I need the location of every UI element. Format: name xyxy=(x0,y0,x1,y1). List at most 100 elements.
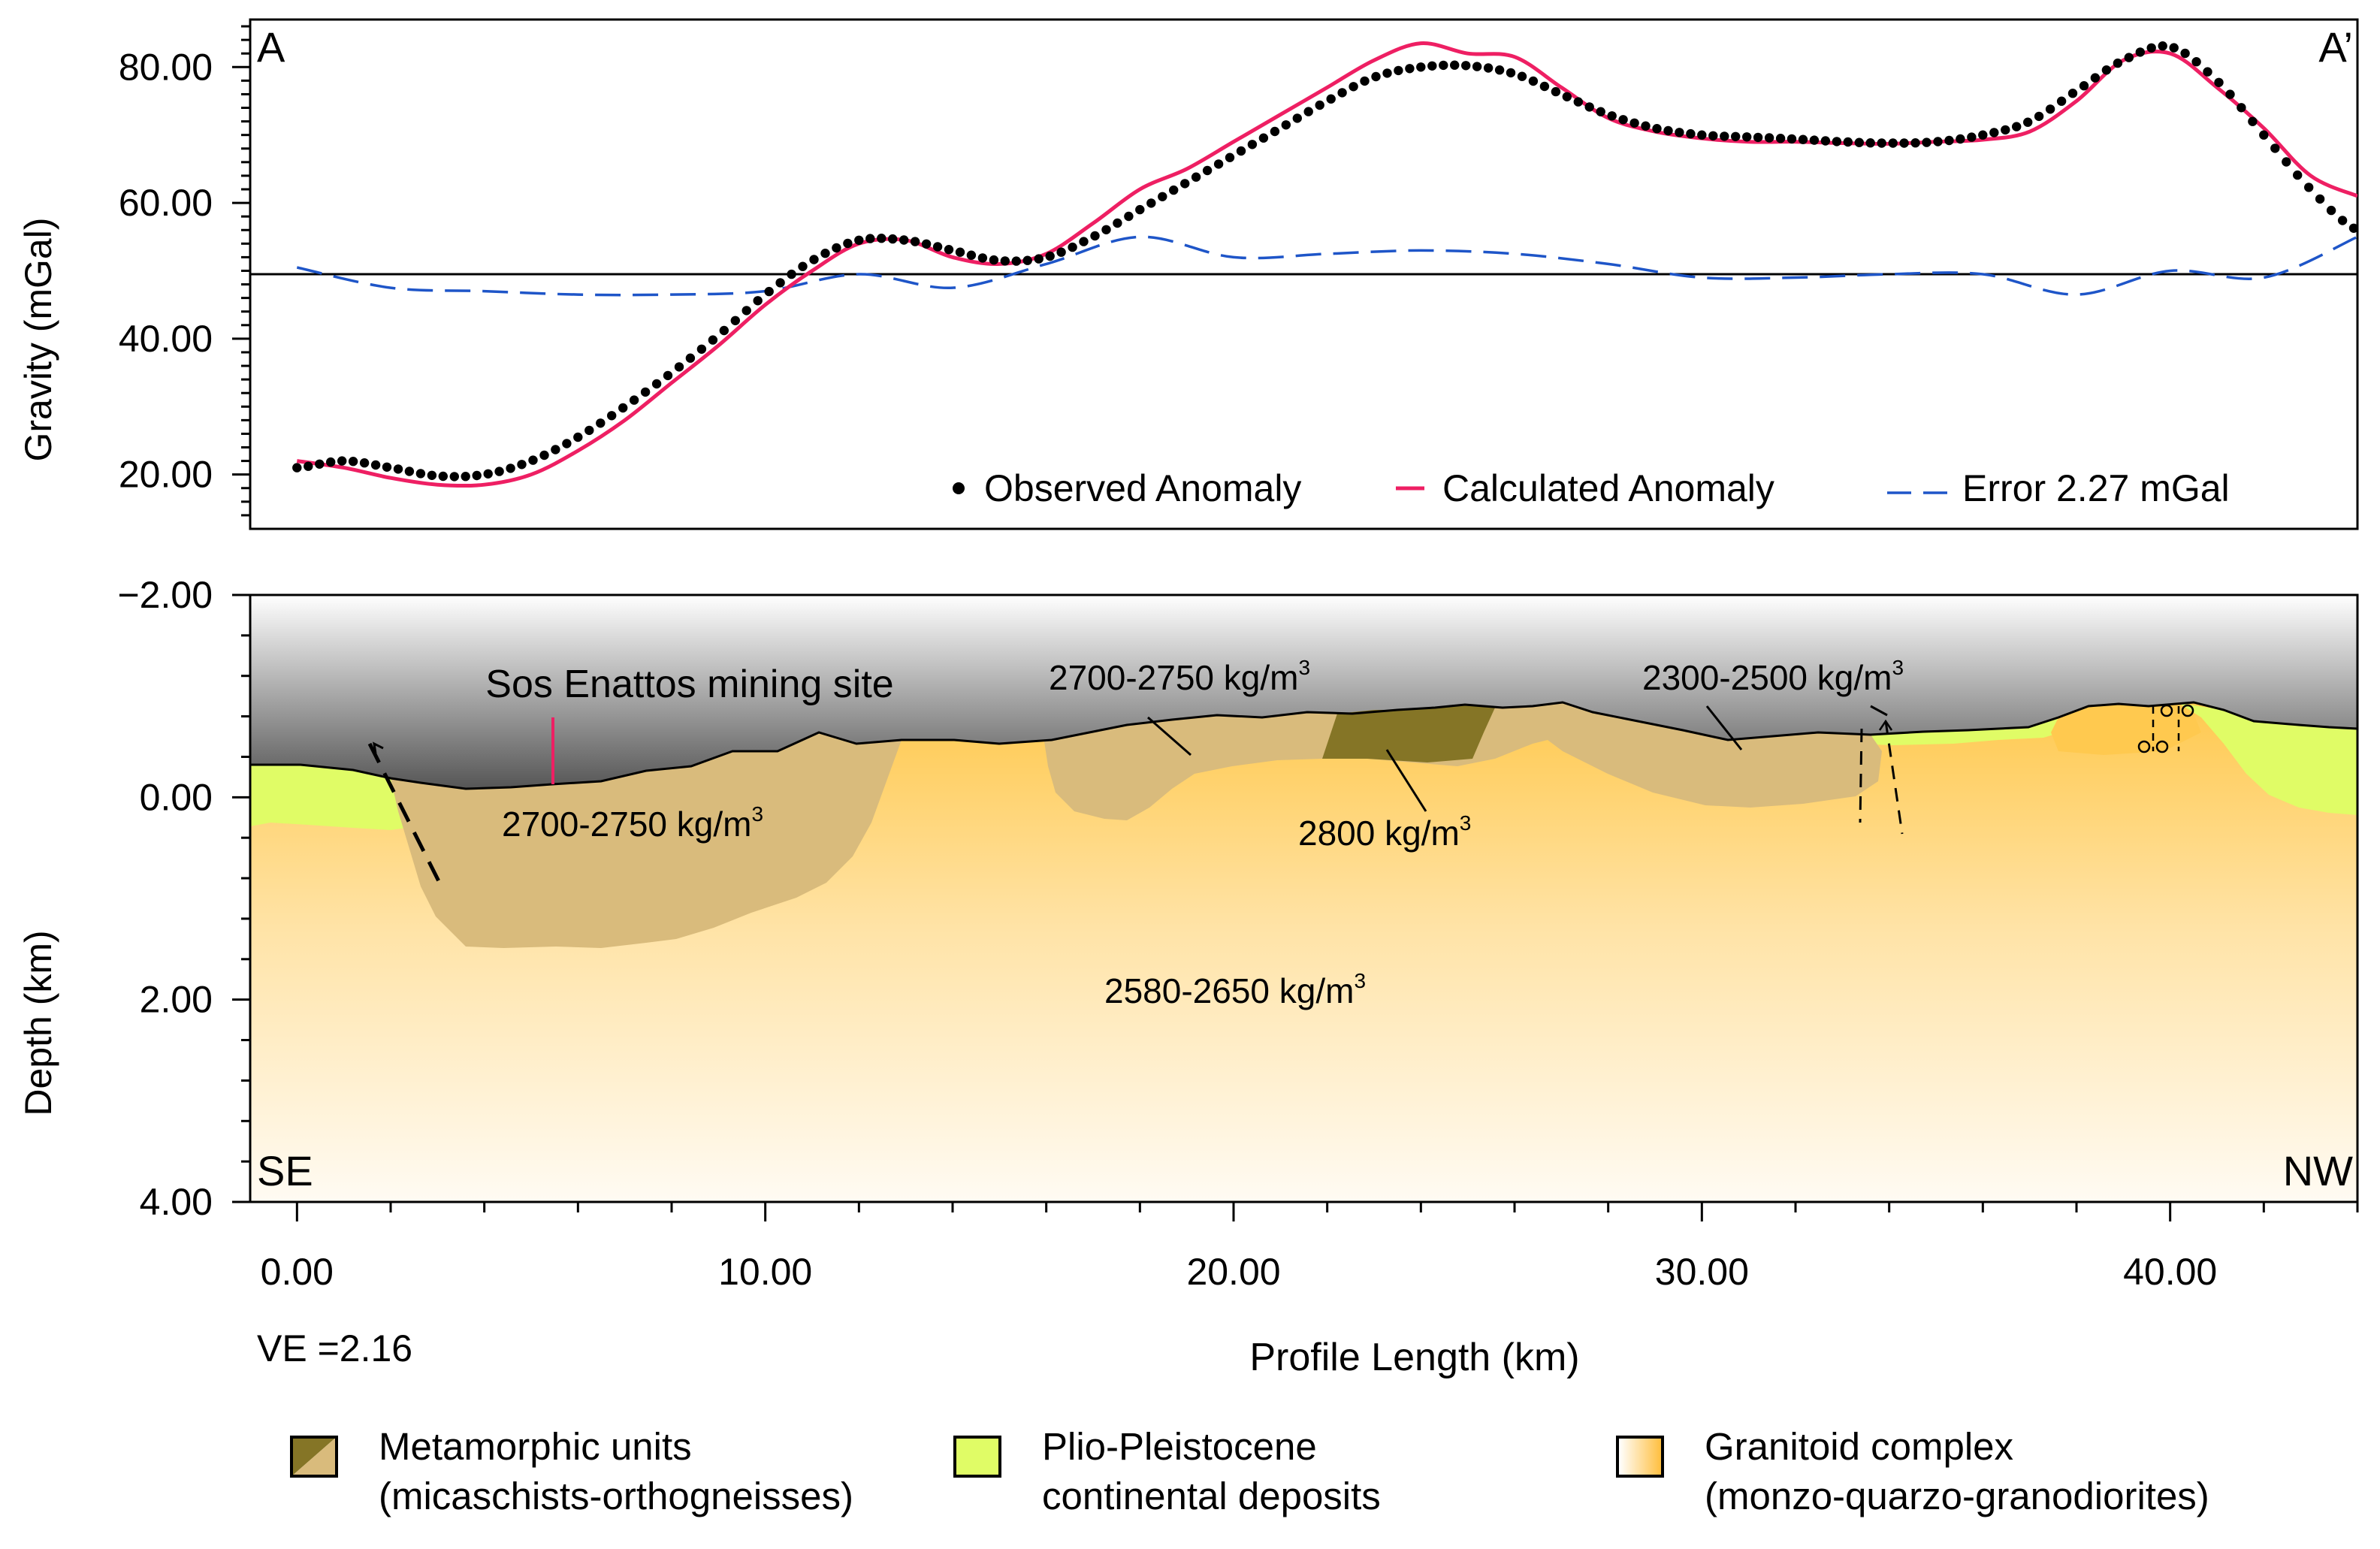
observed-point xyxy=(764,286,774,297)
annotation-leaders xyxy=(1147,705,1888,812)
gravity-y-axis-title: Gravity (mGal) xyxy=(17,218,59,462)
observed-point xyxy=(1427,61,1437,71)
legend-granitoid: Granitoid complex (monzo-quarzo-granodio… xyxy=(1616,1422,2209,1521)
observed-point xyxy=(1439,60,1448,71)
observed-point xyxy=(989,255,999,265)
depth-y-axis-title: Depth (km) xyxy=(17,930,59,1116)
plio-legend-text: Plio-Pleistocene continental deposits xyxy=(1042,1422,1381,1521)
observed-point xyxy=(1641,121,1651,131)
observed-point xyxy=(2214,77,2224,88)
legend-observed-dot xyxy=(953,482,965,494)
observed-point xyxy=(1146,198,1156,208)
observed-point xyxy=(1731,131,1741,141)
corner-label-a-prime: A’ xyxy=(2318,23,2353,71)
plio-pleistocene-left xyxy=(250,765,417,830)
observed-point xyxy=(472,470,482,481)
observed-point xyxy=(1281,120,1291,130)
observed-point xyxy=(1798,134,1808,144)
observed-point xyxy=(1922,137,1931,147)
observed-point xyxy=(1079,237,1089,246)
observed-point xyxy=(944,245,954,255)
observed-point xyxy=(1697,130,1707,140)
observed-point xyxy=(2135,47,2145,57)
observed-point xyxy=(461,472,470,482)
observed-point xyxy=(1382,68,1392,78)
observed-point xyxy=(1775,134,1786,143)
density-label-left-metamorphic: 2700-2750 kg/m3 xyxy=(502,802,763,844)
observed-point xyxy=(1225,152,1235,162)
observed-point xyxy=(2315,194,2325,204)
granitoid-swatch xyxy=(1616,1436,1664,1478)
metamorphic-legend-text: Metamorphic units (micaschists-orthognei… xyxy=(379,1422,853,1521)
observed-point xyxy=(1663,125,1673,136)
observed-point xyxy=(1832,137,1842,146)
observed-point xyxy=(1978,130,1988,140)
observed-point xyxy=(1303,107,1313,116)
observed-point xyxy=(809,255,819,264)
observed-point xyxy=(2158,41,2167,51)
observed-point xyxy=(1349,82,1358,92)
gravity-panel: 20.00 40.00 60.00 80.00 A A’ Gravity (mGal)… xyxy=(17,18,2359,530)
observed-point xyxy=(640,387,651,397)
observed-point xyxy=(393,464,403,474)
depth-y-axis: −2.00 0.00 2.00 4.00 xyxy=(117,574,250,1223)
observed-point xyxy=(2259,130,2269,140)
observed-point xyxy=(787,269,796,279)
observed-point xyxy=(2067,89,2078,98)
observed-point xyxy=(708,335,718,345)
depth-tick-label: −2.00 xyxy=(117,574,213,616)
legend-observed-label: Observed Anomaly xyxy=(984,467,1301,509)
observed-point xyxy=(2146,43,2156,53)
fault-right-b xyxy=(1884,720,1904,835)
observed-point xyxy=(1258,133,1269,143)
x-tick-label: 0.00 xyxy=(261,1251,334,1293)
granitoid-legend-line1: Granitoid complex xyxy=(1705,1425,2014,1468)
observed-point xyxy=(753,296,763,306)
observed-point xyxy=(1191,172,1201,182)
legend-error-label: Error 2.27 mGal xyxy=(1962,467,2230,509)
observed-point xyxy=(551,445,560,454)
observed-point xyxy=(1202,165,1213,176)
observed-point xyxy=(1652,124,1662,134)
observed-point xyxy=(539,450,549,460)
gravity-tick-label: 80.00 xyxy=(119,46,213,88)
observed-point xyxy=(2034,111,2044,122)
observed-point xyxy=(1967,132,1977,142)
observed-point xyxy=(899,235,909,245)
observed-point xyxy=(877,234,886,243)
gravity-y-axis: 20.00 40.00 60.00 80.00 xyxy=(119,25,250,517)
observed-point xyxy=(1326,94,1336,104)
observed-point xyxy=(337,456,347,466)
figure: 20.00 40.00 60.00 80.00 A A’ Gravity (mGal)… xyxy=(17,18,2359,1379)
density-label-plio-pleistocene: 2300-2500 kg/m3 xyxy=(1642,656,1904,697)
fault-left-arrow xyxy=(373,741,384,754)
observed-point xyxy=(955,247,965,257)
observed-point xyxy=(1180,179,1190,189)
observed-point xyxy=(2225,89,2235,99)
observed-point xyxy=(629,395,639,405)
observed-point xyxy=(438,471,448,482)
observed-point xyxy=(2304,183,2314,192)
observed-point xyxy=(741,306,751,316)
metamorphic-legend-line1: Metamorphic units xyxy=(379,1425,692,1468)
fault-left xyxy=(367,742,445,892)
observed-point xyxy=(2090,73,2101,83)
observed-point xyxy=(1528,76,1539,86)
observed-point xyxy=(1101,225,1111,234)
corner-label-a: A xyxy=(257,23,285,71)
gravity-tick-label: 60.00 xyxy=(119,182,213,224)
observed-point xyxy=(832,243,841,253)
observed-point xyxy=(1820,136,1831,146)
x-axis-title: Profile Length (km) xyxy=(1249,1336,1579,1379)
depth-tick-label: 4.00 xyxy=(140,1181,213,1223)
observed-point xyxy=(404,467,415,476)
observed-point xyxy=(1494,65,1505,75)
observed-point xyxy=(977,253,988,263)
observed-point xyxy=(1764,133,1774,143)
observed-point xyxy=(2113,58,2123,68)
observed-point xyxy=(798,261,808,271)
observed-point xyxy=(427,470,437,480)
observed-point xyxy=(1158,192,1167,201)
observed-point xyxy=(1461,61,1471,71)
observed-point xyxy=(573,432,583,442)
